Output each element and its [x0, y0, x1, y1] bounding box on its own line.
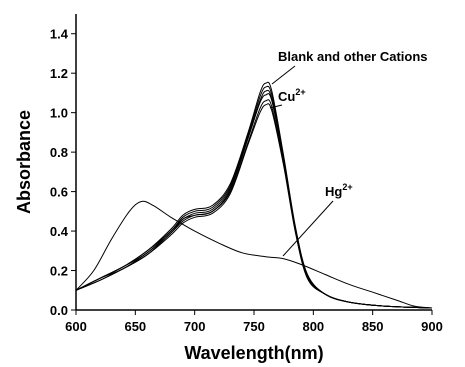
y-tick-label-0.2: 0.2	[50, 264, 68, 279]
x-axis-title: Wavelength(nm)	[184, 343, 323, 363]
x-tick-label-600: 600	[65, 319, 87, 334]
y-tick-label-0.0: 0.0	[50, 303, 68, 318]
annotation-cu-arrow	[269, 104, 283, 109]
annotation-hg-arrow	[282, 200, 334, 257]
series-line-3	[75, 89, 433, 309]
y-tick-label-1.0: 1.0	[50, 106, 68, 121]
annotation-hg: Hg2+	[325, 182, 353, 199]
y-tick-label-1.4: 1.4	[50, 27, 69, 42]
annotation-blank: Blank and other Cations	[278, 49, 428, 64]
x-tick-label-800: 800	[302, 319, 324, 334]
annotation-cu-base: Cu	[278, 89, 295, 104]
annotation-hg-base: Hg	[325, 184, 342, 199]
annotation-cu: Cu2+	[278, 87, 306, 104]
x-tick-label-700: 700	[184, 319, 206, 334]
x-tick-label-650: 650	[124, 319, 146, 334]
y-tick-label-0.8: 0.8	[50, 145, 68, 160]
series-line-6	[75, 103, 433, 309]
y-tick-label-0.6: 0.6	[50, 185, 68, 200]
series-layer	[75, 81, 433, 309]
y-tick-label-0.4: 0.4	[50, 224, 69, 239]
y-tick-label-1.2: 1.2	[50, 66, 68, 81]
y-axis-title: Absorbance	[14, 110, 34, 214]
x-tick-label-750: 750	[243, 319, 265, 334]
annotation-cu-sup: 2+	[295, 87, 305, 97]
x-tick-label-850: 850	[362, 319, 384, 334]
annotation-hg-sup: 2+	[342, 182, 352, 192]
x-tick-label-900: 900	[421, 319, 443, 334]
series-line-5	[75, 99, 433, 309]
annotation-blank-arrow	[271, 65, 296, 85]
ticks-layer: 600 650 700 750 800 850 900 0.0 0.2 0.4 0.6 0.8 1.0 1…	[50, 27, 443, 334]
series-line-7	[75, 200, 433, 309]
